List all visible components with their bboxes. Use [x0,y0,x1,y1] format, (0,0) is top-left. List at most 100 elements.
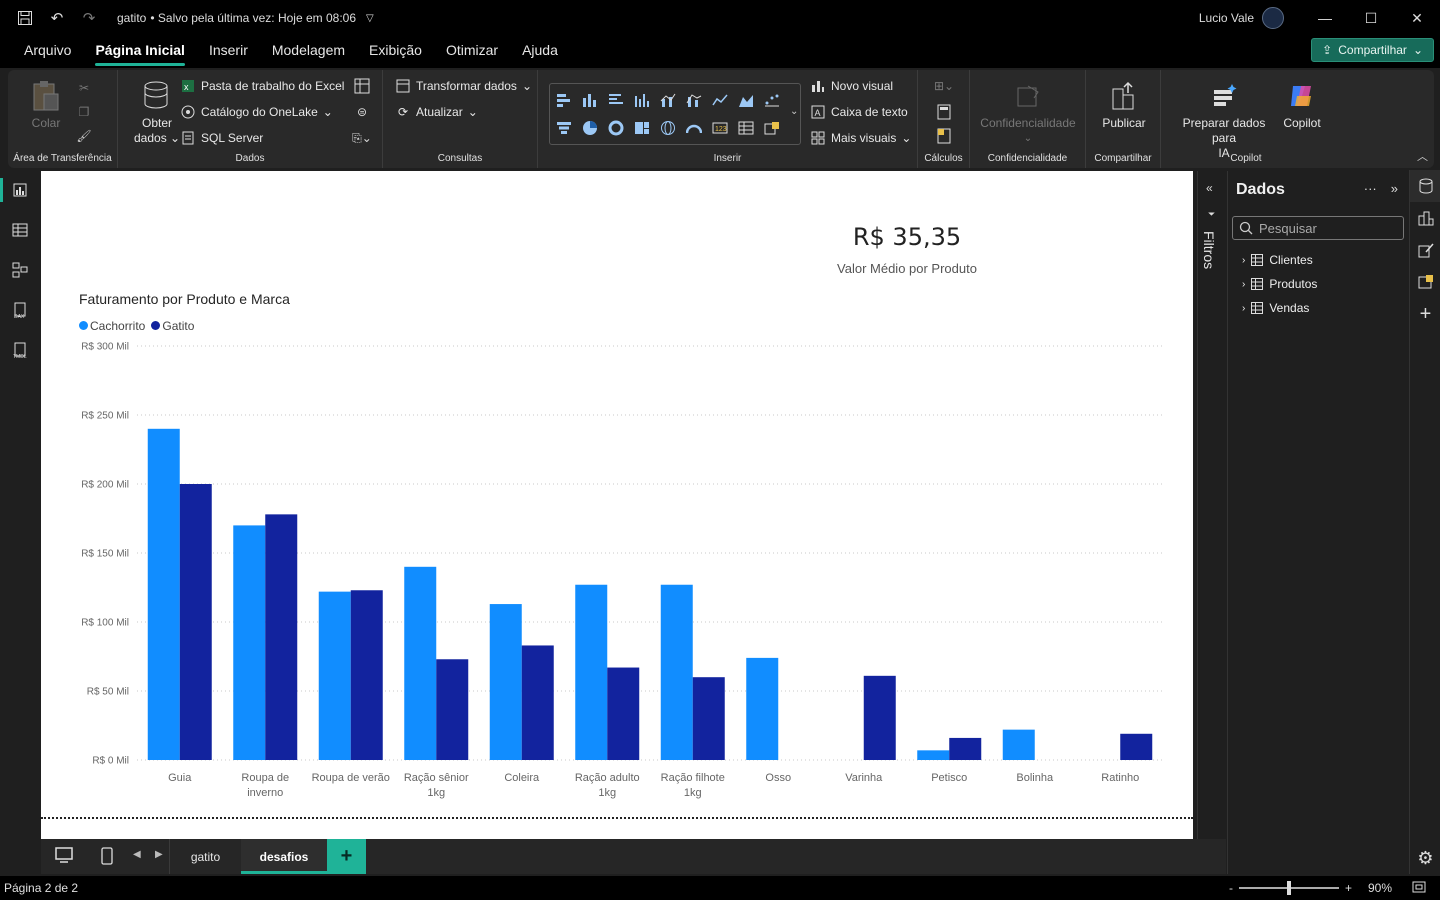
tab-desafios[interactable]: desafios [241,839,327,874]
share-button[interactable]: ⇪ Compartilhar ⌄ [1311,38,1434,62]
dataverse-icon[interactable]: ⊜ [356,105,368,119]
sensitivity-button[interactable]: Confidencialidade ⌄ [980,80,1076,146]
legend-item-cachorrito[interactable]: Cachorrito [79,319,145,333]
table-vendas[interactable]: › Vendas [1242,301,1310,315]
minimize-icon[interactable]: — [1318,10,1332,26]
bar-cachorrito[interactable] [233,525,266,760]
transform-data-button[interactable]: Transformar dados ⌄ [395,78,532,94]
visualizations-pane-icon[interactable] [1410,202,1440,234]
kpi-visual-icon[interactable] [762,118,782,138]
copy-icon[interactable]: ❐ [78,105,90,119]
model-view-icon[interactable] [0,250,40,290]
bar-gatito[interactable] [436,659,469,760]
zoom-slider-thumb[interactable] [1286,881,1291,895]
menu-pagina-inicial[interactable]: Página Inicial [83,36,196,68]
bar-chart[interactable]: R$ 0 Mil R$ 50 Mil R$ 100 Mil R$ 150 Mil R$ … [41,171,1193,839]
area-chart-icon[interactable] [736,90,756,110]
onelake-button[interactable]: Catálogo do OneLake ⌄ [180,104,333,120]
zoom-in-button[interactable]: + [1344,881,1352,895]
get-data-button[interactable]: Obter dados ⌄ [134,80,180,146]
expand-filters-icon[interactable]: « [1206,181,1213,195]
new-visual-button[interactable]: Novo visual [810,78,893,94]
legend-item-gatito[interactable]: Gatito [151,319,194,333]
redo-icon[interactable]: ↷ [82,10,96,27]
new-measure-icon[interactable] [936,128,952,144]
gallery-expand-icon[interactable]: ⌄ [790,106,799,117]
maximize-icon[interactable]: ☐ [1364,9,1378,26]
publish-button[interactable]: Publicar [1094,80,1154,131]
document-title[interactable]: gatito • Salvo pela última vez: Hoje em … [117,11,374,25]
dax-query-view-icon[interactable]: DAX [0,290,40,330]
bar-gatito[interactable] [265,514,298,760]
tmdl-view-icon[interactable]: TMDL [0,330,40,370]
bookmarks-pane-icon[interactable] [1410,266,1440,298]
close-icon[interactable]: ✕ [1411,9,1423,26]
treemap-icon[interactable] [632,118,652,138]
map-icon[interactable] [658,118,678,138]
bar-cachorrito[interactable] [746,657,779,760]
fit-to-page-icon[interactable] [1412,881,1426,896]
zoom-out-button[interactable]: - [1228,881,1233,895]
table-enter-icon[interactable] [354,78,370,94]
line-column-icon[interactable] [658,90,678,110]
paste-button[interactable]: Colar [30,80,62,131]
zoom-slider[interactable] [1238,881,1339,895]
bar-cachorrito[interactable] [318,591,351,760]
save-icon[interactable] [15,8,35,28]
bar-cachorrito[interactable] [660,584,693,760]
quick-measure-icon[interactable]: ⊞⌄ [933,79,955,93]
more-options-icon[interactable]: ··· [1363,181,1377,196]
pie-chart-icon[interactable] [580,118,600,138]
undo-icon[interactable]: ↶ [50,10,64,27]
menu-ajuda[interactable]: Ajuda [522,42,558,58]
menu-inserir[interactable]: Inserir [208,42,248,58]
bar-gatito[interactable] [350,590,383,760]
line-chart-icon[interactable] [710,90,730,110]
report-canvas[interactable]: R$ 0 Mil R$ 50 Mil R$ 100 Mil R$ 150 Mil R$ … [41,171,1193,839]
tab-prev-icon[interactable]: ◀ [133,849,141,860]
bar-gatito[interactable] [1120,733,1153,760]
menu-otimizar[interactable]: Otimizar [445,42,499,58]
stacked-bar-icon[interactable] [554,90,574,110]
clustered-column-icon[interactable] [632,90,652,110]
bar-cachorrito[interactable] [489,604,522,760]
table-clientes[interactable]: › Clientes [1242,253,1313,267]
scatter-chart-icon[interactable] [762,90,782,110]
prepare-data-ai-button[interactable]: Preparar dados para IA [1169,80,1279,161]
format-painter-icon[interactable]: 🖌 [76,129,92,143]
add-pane-icon[interactable]: + [1419,302,1432,325]
table-icon[interactable] [736,118,756,138]
gauge-icon[interactable] [684,118,704,138]
bar-gatito[interactable] [521,645,554,760]
collapse-pane-icon[interactable]: » [1390,181,1398,196]
donut-chart-icon[interactable] [606,118,626,138]
table-produtos[interactable]: › Produtos [1242,277,1318,291]
avatar[interactable] [1262,7,1284,29]
format-pane-icon[interactable] [1410,234,1440,266]
bar-cachorrito[interactable] [404,566,437,760]
card-icon[interactable]: 123 [710,118,730,138]
more-visuals-button[interactable]: Mais visuais ⌄ [810,130,911,146]
refresh-button[interactable]: ⟳ Atualizar ⌄ [395,104,478,120]
search-box[interactable]: Pesquisar [1232,216,1404,240]
collapse-ribbon-icon[interactable]: ︿ [1417,151,1428,163]
tab-next-icon[interactable]: ▶ [155,849,163,860]
ribbon-chart-icon[interactable] [684,90,704,110]
filters-pane-collapsed[interactable]: « ⏷ Filtros [1197,171,1226,839]
sql-server-button[interactable]: SQL Server [180,130,263,146]
text-box-button[interactable]: A Caixa de texto [810,104,908,120]
bar-gatito[interactable] [863,675,896,760]
excel-button[interactable]: x Pasta de trabalho do Excel [180,78,344,94]
report-view-icon[interactable] [0,170,40,210]
bar-gatito[interactable] [607,667,640,760]
menu-modelagem[interactable]: Modelagem [271,42,346,58]
mobile-layout-icon[interactable] [101,847,113,868]
desktop-layout-icon[interactable] [55,847,73,866]
data-pane-icon[interactable] [1410,170,1440,202]
bar-gatito[interactable] [949,737,982,760]
recent-sources-icon[interactable]: ⎘⌄ [352,130,372,145]
calculator-icon[interactable] [936,104,952,120]
cut-icon[interactable]: ✂ [78,81,90,95]
clustered-bar-icon[interactable] [606,90,626,110]
tab-gatito[interactable]: gatito [169,839,241,874]
